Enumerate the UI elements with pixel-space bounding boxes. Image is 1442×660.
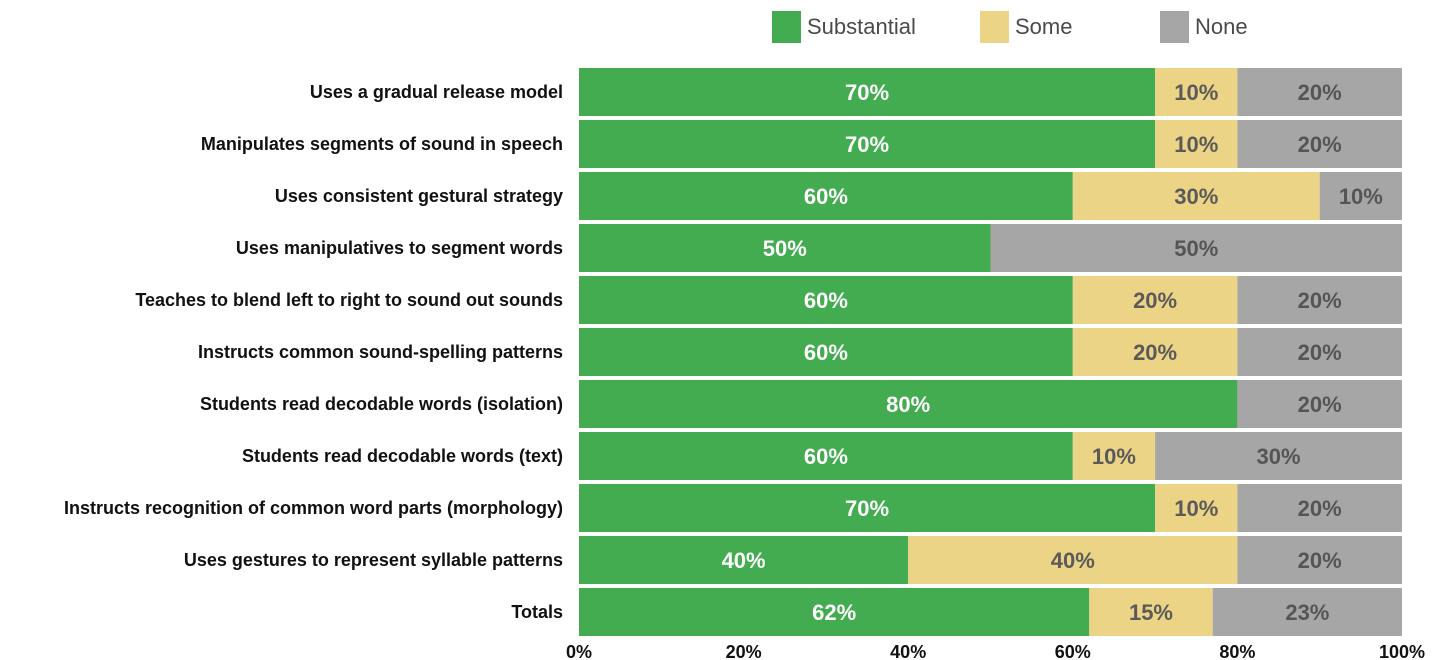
data-label-none: 20% [1298, 548, 1342, 573]
legend-label: None [1195, 14, 1248, 39]
bar-row-instructs-recognition-of-common-word-parts-morphology: 70% 10% 20% [579, 484, 1402, 532]
bar-row-uses-gestures-to-represent-syllable-patterns: 40% 40% 20% [579, 536, 1402, 584]
data-label-none: 20% [1298, 392, 1342, 417]
legend-label: Some [1015, 14, 1072, 39]
x-tick-label: 80% [1219, 642, 1255, 660]
x-tick-label: 40% [890, 642, 926, 660]
data-label-none: 10% [1339, 184, 1383, 209]
data-label-substantial: 50% [763, 236, 807, 261]
data-label-substantial: 70% [845, 496, 889, 521]
bar-row-totals: 62% 15% 23% [579, 588, 1402, 636]
legend-item-substantial: Substantial [772, 11, 916, 43]
x-axis-ticks: 0% 20% 40% 60% 80% 100% [566, 642, 1425, 660]
data-label-none: 20% [1298, 288, 1342, 313]
category-label: Students read decodable words (isolation… [200, 394, 563, 414]
bar-row-manipulates-segments-of-sound-in-speech: 70% 10% 20% [579, 120, 1402, 168]
data-label-none: 20% [1298, 80, 1342, 105]
data-label-substantial: 70% [845, 80, 889, 105]
data-label-substantial: 40% [722, 548, 766, 573]
x-tick-label: 0% [566, 642, 592, 660]
bar-row-students-read-decodable-words-text: 60% 10% 30% [579, 432, 1402, 480]
data-label-none: 23% [1285, 600, 1329, 625]
legend-item-none: None [1160, 11, 1248, 43]
category-label: Manipulates segments of sound in speech [201, 134, 563, 154]
bar-row-uses-a-gradual-release-model: 70% 10% 20% [579, 68, 1402, 116]
category-label: Uses gestures to represent syllable patt… [184, 550, 563, 570]
data-label-none: 20% [1298, 340, 1342, 365]
data-label-some: 20% [1133, 340, 1177, 365]
category-label: Uses manipulatives to segment words [236, 238, 563, 258]
data-label-some: 30% [1174, 184, 1218, 209]
data-label-some: 15% [1129, 600, 1173, 625]
category-label: Totals [511, 602, 563, 622]
legend-label: Substantial [807, 14, 916, 39]
data-label-some: 10% [1174, 80, 1218, 105]
data-label-some: 10% [1174, 132, 1218, 157]
data-label-substantial: 62% [812, 600, 856, 625]
bar-row-instructs-common-sound-spelling-patterns: 60% 20% 20% [579, 328, 1402, 376]
data-label-substantial: 60% [804, 340, 848, 365]
legend: Substantial Some None [772, 11, 1248, 43]
bar-row-teaches-to-blend-left-to-right-to-sound-out-sounds: 60% 20% 20% [579, 276, 1402, 324]
category-label: Uses a gradual release model [310, 82, 563, 102]
data-label-substantial: 70% [845, 132, 889, 157]
bar-row-uses-manipulatives-to-segment-words: 50% 50% [579, 224, 1402, 272]
data-label-some: 20% [1133, 288, 1177, 313]
data-label-substantial: 60% [804, 184, 848, 209]
x-tick-label: 100% [1379, 642, 1425, 660]
x-tick-label: 60% [1055, 642, 1091, 660]
data-label-some: 10% [1174, 496, 1218, 521]
legend-item-some: Some [980, 11, 1072, 43]
data-label-none: 30% [1257, 444, 1301, 469]
data-label-substantial: 60% [804, 288, 848, 313]
data-label-substantial: 60% [804, 444, 848, 469]
category-label: Instructs common sound-spelling patterns [198, 342, 563, 362]
bars-group: 70% 10% 20% 70% 10% 20% 60% 30% 10% 50% 50% 60% 20% 2… [579, 68, 1402, 636]
category-label: Instructs recognition of common word par… [64, 498, 563, 518]
data-label-substantial: 80% [886, 392, 930, 417]
category-label: Teaches to blend left to right to sound … [135, 290, 563, 310]
data-label-none: 20% [1298, 132, 1342, 157]
data-label-some: 10% [1092, 444, 1136, 469]
data-label-none: 50% [1174, 236, 1218, 261]
bar-row-students-read-decodable-words-isolation: 80% 20% [579, 380, 1402, 428]
legend-swatch [1160, 11, 1189, 43]
legend-swatch [772, 11, 801, 43]
legend-swatch [980, 11, 1009, 43]
x-tick-label: 20% [726, 642, 762, 660]
data-label-some: 40% [1051, 548, 1095, 573]
bar-row-uses-consistent-gestural-strategy: 60% 30% 10% [579, 172, 1402, 220]
data-label-none: 20% [1298, 496, 1342, 521]
category-label: Students read decodable words (text) [242, 446, 563, 466]
category-labels: Uses a gradual release model Manipulates … [64, 82, 563, 622]
category-label: Uses consistent gestural strategy [275, 186, 563, 206]
